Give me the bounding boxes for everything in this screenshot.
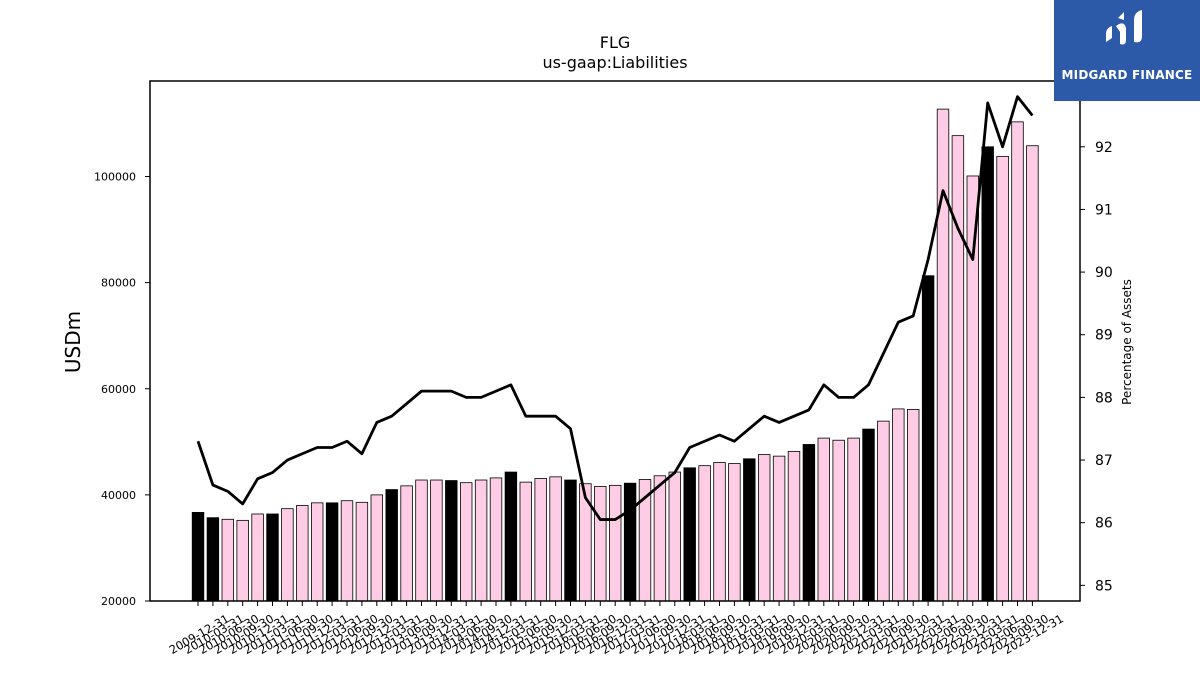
bar <box>668 471 682 602</box>
bar <box>281 508 294 602</box>
y2-tick-label: 91 <box>1095 202 1113 218</box>
bar <box>877 420 890 602</box>
logo-text: MIDGARD FINANCE <box>1061 68 1193 82</box>
bar <box>310 502 324 602</box>
bar <box>907 409 920 602</box>
bar <box>1011 121 1024 602</box>
bar <box>459 482 473 602</box>
bar <box>892 408 905 602</box>
bar <box>772 455 786 602</box>
y-tick-label: 60000 <box>101 383 136 396</box>
bar <box>489 477 503 602</box>
bar <box>996 155 1009 602</box>
bar <box>564 479 577 602</box>
bar <box>221 518 235 602</box>
y2-tick-label: 89 <box>1095 328 1113 344</box>
logo-mark-icon <box>1106 10 1142 45</box>
axes-layer: 20000 40000 60000 80000 100000 85 86 87 88 89 90 91… <box>94 80 1113 657</box>
bar <box>981 146 994 602</box>
bar <box>325 502 339 602</box>
bar <box>340 500 354 602</box>
y2-tick-label: 86 <box>1095 516 1113 532</box>
y-tick-label: 100000 <box>94 171 136 184</box>
bar <box>832 439 845 602</box>
bars-layer <box>191 108 1039 602</box>
bar <box>653 475 667 602</box>
chart-subtitle: us-gaap:Liabilities <box>542 53 687 72</box>
bar <box>400 485 413 602</box>
y2-tick-label: 92 <box>1095 140 1113 156</box>
bar <box>504 471 518 602</box>
y2-axis-label: Percentage of Assets <box>1120 279 1134 405</box>
y2-tick-label: 90 <box>1095 265 1113 281</box>
bar <box>728 463 741 602</box>
bar <box>698 465 711 602</box>
bar <box>474 479 488 602</box>
bar <box>862 428 875 602</box>
bar <box>802 444 816 602</box>
chart-title: FLG <box>600 33 631 52</box>
bar <box>415 479 428 602</box>
y2-tick-label: 88 <box>1095 390 1113 406</box>
bar <box>1026 145 1039 602</box>
brand-logo: MIDGARD FINANCE <box>1054 0 1200 101</box>
bar <box>787 450 801 602</box>
bar <box>609 484 622 602</box>
bar <box>549 476 562 602</box>
line-layer <box>196 95 1034 521</box>
bar <box>191 511 205 602</box>
bar <box>921 275 935 602</box>
y2-tick-label: 87 <box>1095 453 1113 469</box>
bar <box>951 135 965 602</box>
bar <box>966 175 980 602</box>
bar <box>296 505 309 602</box>
bar <box>594 485 607 602</box>
bar <box>445 480 458 602</box>
bar <box>758 454 771 602</box>
bar <box>251 513 264 602</box>
y2-tick-label: 85 <box>1095 578 1113 594</box>
series-line <box>196 95 1034 521</box>
y-tick-label: 20000 <box>101 595 136 608</box>
bar <box>519 481 533 602</box>
bar <box>936 108 950 602</box>
bar <box>713 462 726 602</box>
bar <box>370 494 384 602</box>
bar <box>266 513 279 602</box>
bar <box>355 501 369 602</box>
bar <box>683 467 696 602</box>
bar <box>206 517 220 602</box>
bar <box>534 478 547 602</box>
bar <box>430 479 443 602</box>
bar <box>236 519 249 602</box>
bar <box>385 489 398 602</box>
y-tick-label: 80000 <box>101 277 136 290</box>
y-tick-label: 40000 <box>101 489 136 502</box>
bar <box>847 437 860 602</box>
y-axis-label: USDm <box>61 311 85 373</box>
bar <box>817 437 831 602</box>
bar <box>623 482 637 602</box>
bar <box>743 458 756 602</box>
